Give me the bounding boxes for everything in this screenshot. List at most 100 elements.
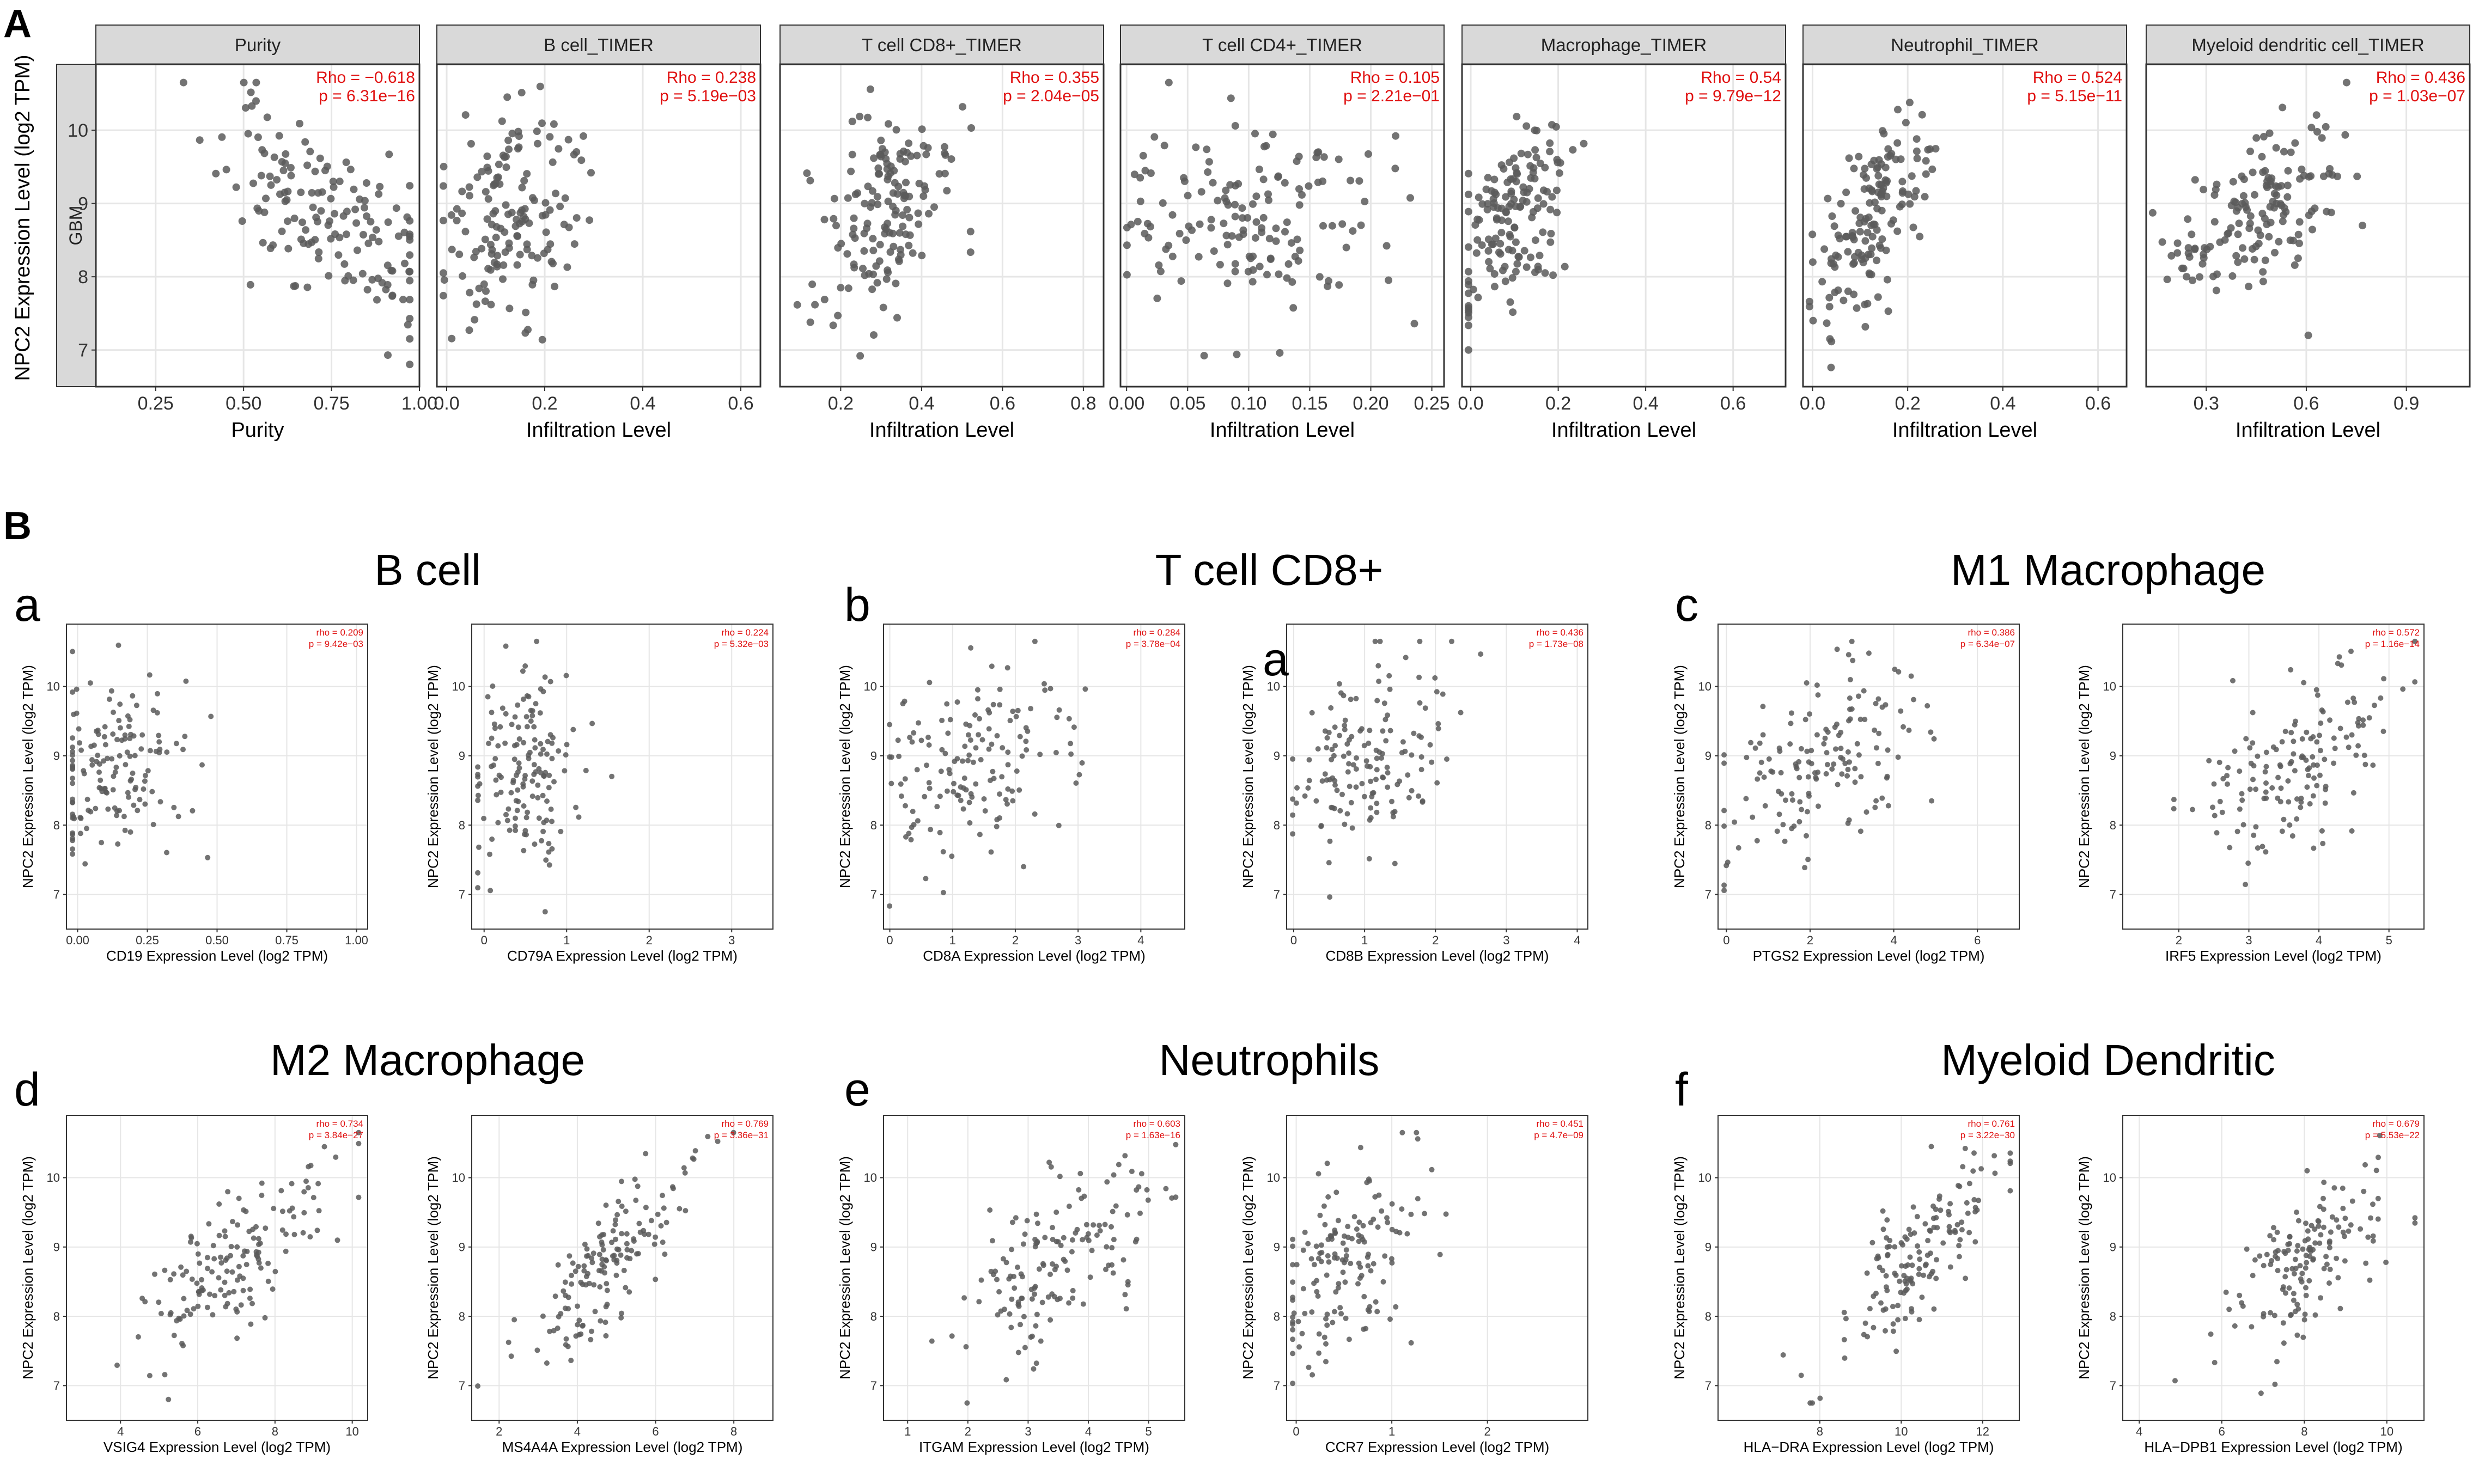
data-point	[629, 1248, 635, 1254]
data-point	[1757, 770, 1763, 776]
data-point	[406, 230, 414, 239]
data-point	[2214, 830, 2220, 836]
data-point	[927, 680, 933, 686]
data-point	[440, 162, 448, 170]
data-point	[1004, 665, 1010, 671]
data-point	[1812, 770, 1818, 776]
data-point	[314, 254, 322, 262]
data-point	[829, 321, 837, 329]
data-point	[513, 815, 518, 821]
data-point	[1886, 152, 1895, 160]
data-point	[266, 172, 274, 180]
data-point	[2324, 1261, 2330, 1267]
data-point	[1159, 199, 1167, 207]
data-point	[864, 182, 872, 191]
data-point	[138, 746, 144, 752]
data-point	[1721, 808, 1727, 814]
data-point	[1525, 185, 1533, 193]
data-point	[1850, 253, 1859, 261]
data-point	[516, 251, 524, 259]
data-point	[1335, 155, 1343, 163]
p-value: p = 2.21e−01	[1343, 87, 1440, 105]
y-tick-label: 7	[870, 1379, 877, 1393]
data-point	[375, 237, 383, 246]
data-point	[2261, 1314, 2267, 1320]
data-point	[1018, 1271, 1024, 1277]
data-point	[848, 150, 856, 158]
data-point	[2286, 1285, 2292, 1291]
data-point	[2263, 764, 2269, 770]
data-point	[918, 252, 926, 260]
data-point	[848, 118, 856, 125]
data-point	[2275, 1256, 2281, 1262]
data-point	[1508, 274, 1516, 282]
data-point	[2239, 791, 2245, 797]
data-point	[98, 785, 104, 791]
data-point	[1335, 1285, 1341, 1291]
data-point	[1252, 218, 1260, 226]
data-point	[127, 717, 133, 723]
data-point	[1144, 1187, 1150, 1193]
data-point	[164, 749, 170, 755]
data-point	[1328, 222, 1336, 230]
data-point	[1930, 1203, 1936, 1209]
data-point	[879, 145, 886, 153]
data-point	[269, 241, 277, 249]
data-point	[321, 167, 329, 175]
data-point	[2184, 244, 2192, 252]
data-point	[2279, 217, 2287, 225]
data-point	[271, 1206, 277, 1212]
data-point	[2323, 786, 2329, 792]
y-tick-label: 10	[1698, 1171, 1712, 1184]
data-point	[247, 1286, 253, 1292]
data-point	[1214, 197, 1222, 205]
data-point	[1018, 1322, 1023, 1328]
data-point	[1828, 212, 1836, 220]
data-point	[168, 1310, 174, 1316]
data-point	[692, 1148, 698, 1154]
data-point	[1776, 811, 1782, 817]
data-point	[465, 183, 473, 191]
data-point	[2275, 774, 2281, 780]
data-point	[1863, 809, 1869, 815]
data-point	[944, 701, 950, 707]
data-point	[935, 170, 943, 178]
data-point	[510, 779, 516, 785]
p-value: p = 5.32e−03	[714, 639, 769, 649]
data-point	[1375, 663, 1381, 669]
data-point	[1221, 194, 1229, 202]
data-point	[254, 1254, 260, 1259]
data-point	[1076, 1187, 1082, 1193]
data-point	[102, 724, 108, 730]
data-point	[1933, 1275, 1939, 1281]
plot-border	[1717, 624, 2020, 930]
data-point	[1512, 267, 1520, 276]
data-point	[244, 1249, 250, 1254]
data-point	[516, 765, 522, 771]
data-point	[1141, 167, 1149, 175]
data-point	[1971, 1197, 1977, 1202]
data-point	[406, 277, 414, 285]
data-point	[110, 787, 116, 793]
data-point	[461, 228, 470, 236]
data-point	[1874, 1256, 1880, 1262]
data-point	[2318, 1295, 2324, 1301]
data-point	[1834, 721, 1840, 727]
data-point	[602, 1270, 607, 1276]
x-axis-title: HLA−DPB1 Expression Level (log2 TPM)	[2144, 1439, 2402, 1455]
data-point	[2239, 192, 2248, 200]
data-point	[1325, 1194, 1331, 1200]
data-point	[1824, 750, 1830, 756]
data-point	[2309, 225, 2316, 234]
data-point	[1806, 759, 1812, 765]
data-point	[549, 755, 555, 761]
data-point	[1757, 740, 1763, 746]
x-tick-label: 0.6	[1720, 393, 1746, 414]
data-point	[901, 157, 909, 166]
data-point	[2210, 804, 2215, 810]
data-point	[591, 1282, 597, 1288]
data-point	[1844, 773, 1850, 779]
data-point	[1851, 207, 1860, 215]
x-tick-label: 2	[1432, 933, 1439, 947]
